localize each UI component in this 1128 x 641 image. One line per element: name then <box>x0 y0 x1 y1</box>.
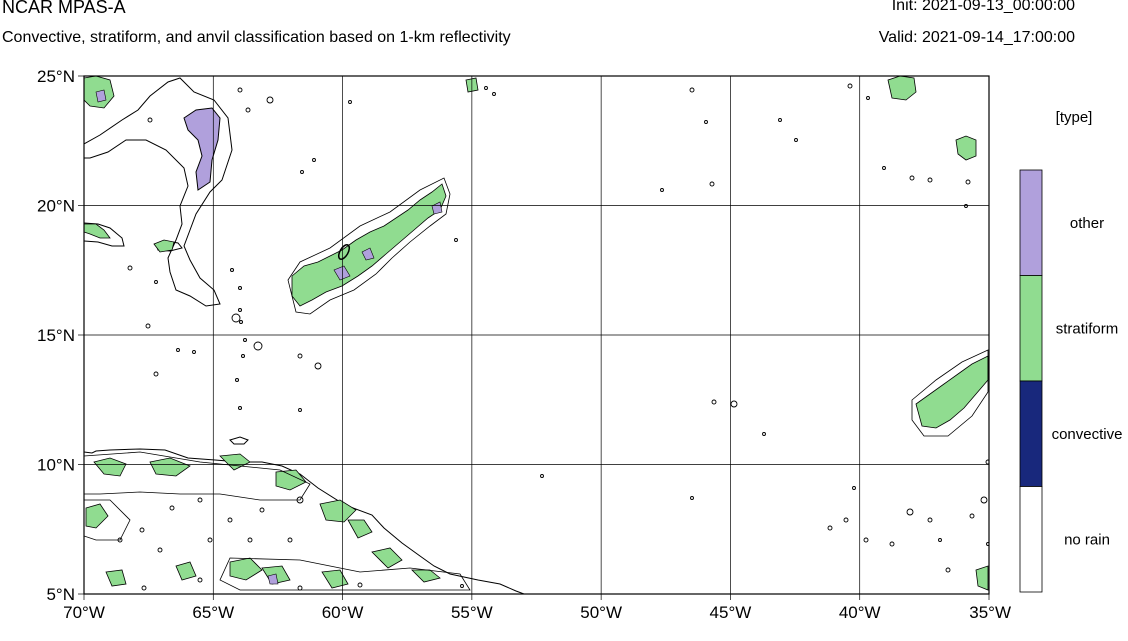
legend-swatch <box>1019 486 1043 593</box>
valid-time: Valid: 2021-09-14_17:00:00 <box>878 29 1075 46</box>
legend-title: [type] <box>1056 109 1093 126</box>
coastline-south-america <box>84 448 525 594</box>
legend-swatch <box>1019 275 1043 382</box>
lon-tick-label: 60°W <box>322 603 364 622</box>
lon-tick-label: 35°W <box>969 603 1011 622</box>
legend-label: stratiform <box>1056 320 1119 337</box>
stratiform-patches <box>84 76 989 591</box>
map-title: NCAR MPAS-A <box>2 0 126 17</box>
legend-label: convective <box>1052 426 1123 443</box>
scattered-cells <box>117 83 989 591</box>
lat-tick-label: 20°N <box>37 197 75 216</box>
lat-tick-label: 25°N <box>37 67 75 86</box>
lat-axis-labels: 25°N 20°N 15°N 10°N 5°N <box>37 67 75 604</box>
legend-colorbar: other stratiform convective no rain <box>1019 169 1123 593</box>
lon-tick-label: 70°W <box>63 603 105 622</box>
legend-label: other <box>1070 215 1104 232</box>
lon-tick-label: 65°W <box>192 603 234 622</box>
other-small-cells <box>95 89 443 585</box>
map-features <box>84 76 989 594</box>
legend-swatch <box>1019 380 1043 487</box>
graticule <box>78 75 990 600</box>
legend-swatch <box>1019 169 1043 276</box>
lat-tick-label: 5°N <box>46 585 75 604</box>
lon-tick-label: 50°W <box>580 603 622 622</box>
lon-tick-label: 45°W <box>710 603 752 622</box>
lat-tick-label: 10°N <box>37 456 75 475</box>
map-frame <box>83 75 990 595</box>
init-time: Init: 2021-09-13_00:00:00 <box>891 0 1075 14</box>
coastline-trinidad <box>229 436 249 445</box>
lon-axis-labels: 70°W 65°W 60°W 55°W 50°W 45°W 40°W 35°W <box>63 603 1011 622</box>
lon-tick-label: 40°W <box>839 603 881 622</box>
other-region-blob <box>183 107 221 191</box>
map-subtitle: Convective, stratiform, and anvil classi… <box>2 29 511 46</box>
lon-tick-label: 55°W <box>451 603 493 622</box>
lat-tick-label: 15°N <box>37 326 75 345</box>
legend-label: no rain <box>1064 531 1110 548</box>
coastline-hispaniola <box>84 222 125 247</box>
cluster-outlines <box>84 177 989 591</box>
light-rain-contour <box>84 77 233 307</box>
lesser-antilles <box>230 268 247 410</box>
